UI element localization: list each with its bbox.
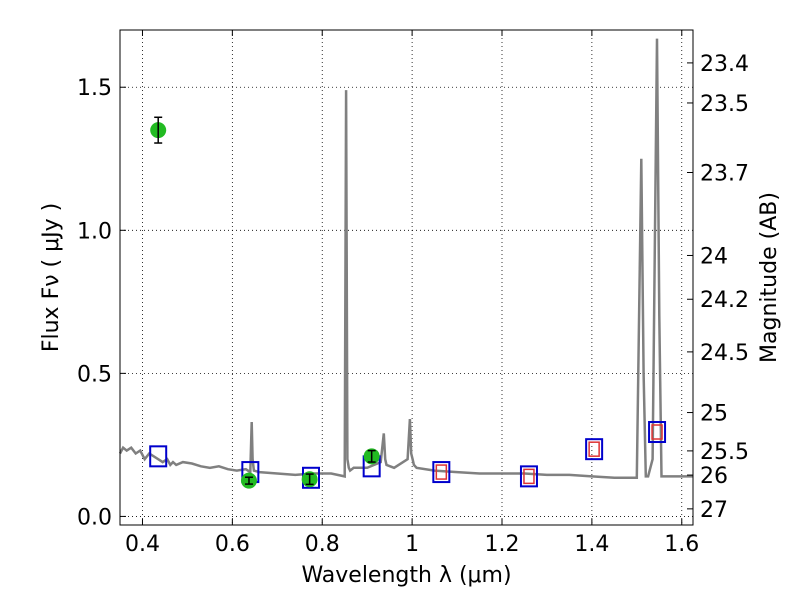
- magnitude-tick-label: 23.4: [700, 52, 749, 77]
- y-tick-label: 1.0: [77, 219, 112, 244]
- grid: [120, 30, 693, 525]
- model-photometry-inner-square: [651, 424, 663, 440]
- y-tick-label: 1.5: [77, 76, 112, 101]
- model-photometry-square: [432, 461, 451, 484]
- x-tick-label: 0.6: [215, 532, 250, 557]
- magnitude-tick-label: 25.5: [700, 440, 749, 465]
- series-layer: [118, 38, 693, 480]
- x-tick-label: 1: [405, 532, 419, 557]
- model-photometry-inner-square: [523, 468, 535, 485]
- magnitude-axis-label: Magnitude (AB): [757, 192, 782, 363]
- y-axis-label: Flux Fν ( μJy ): [39, 203, 64, 352]
- x-axis-ticks: 0.4 0.6 0.8 1 1.2 1.4 1.6: [125, 30, 699, 557]
- x-axis-label: Wavelength λ (μm): [301, 563, 511, 588]
- model-photometry-square: [149, 445, 168, 468]
- x-tick-label: 1.4: [574, 532, 609, 557]
- magnitude-tick-label: 24.5: [700, 341, 749, 366]
- plot-area-frame: [119, 29, 694, 526]
- magnitude-tick-label: 24.2: [700, 288, 749, 313]
- y-tick-label: 0.5: [77, 362, 112, 387]
- model-spectrum-line: [118, 38, 693, 480]
- magnitude-tick-label: 27: [700, 498, 728, 523]
- model-photometry-inner-square: [588, 441, 600, 457]
- x-tick-label: 0.4: [125, 532, 160, 557]
- magnitude-tick-label: 24: [700, 244, 728, 269]
- magnitude-tick-label: 23.7: [700, 161, 749, 186]
- magnitude-tick-label: 25: [700, 402, 728, 427]
- model-photometry-inner-square: [435, 464, 448, 480]
- x-tick-label: 1.6: [664, 532, 699, 557]
- magnitude-tick-label: 26: [700, 464, 728, 489]
- model-photometry-square: [519, 465, 538, 488]
- x-tick-label: 0.8: [305, 532, 340, 557]
- y-axis-ticks: 0.0 0.5 1.0 1.5: [77, 76, 126, 530]
- markers: [149, 116, 667, 489]
- x-tick-label: 1.2: [485, 532, 520, 557]
- magnitude-tick-label: 23.5: [700, 92, 749, 117]
- y-tick-label: 0.0: [77, 505, 112, 530]
- model-photometry-square: [585, 438, 604, 461]
- model-photometry-square: [648, 421, 667, 444]
